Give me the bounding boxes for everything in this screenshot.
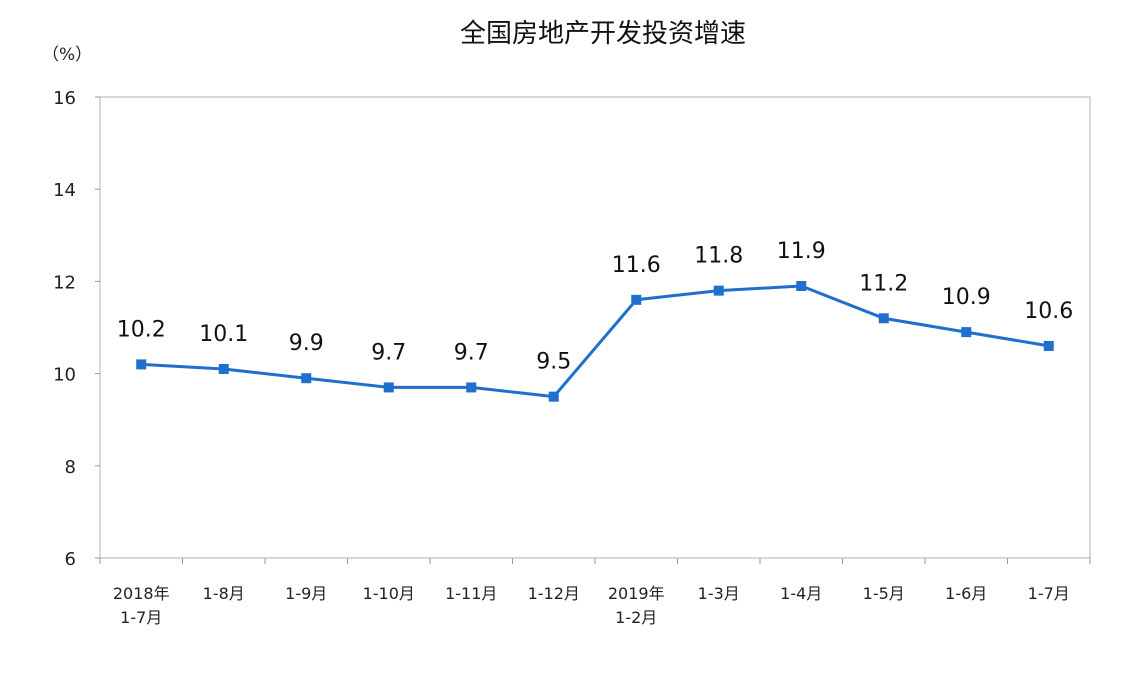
x-tick-label: 2018年 [113,584,170,603]
x-tick-label: 1-9月 [285,584,327,603]
data-label: 9.7 [371,340,406,365]
data-label: 11.2 [859,271,908,296]
data-label: 10.6 [1024,299,1073,324]
y-tick-label: 6 [65,549,76,570]
data-point-marker [961,327,972,338]
data-point-marker [713,285,724,296]
x-tick-label: 1-10月 [363,584,415,603]
data-point-marker [1043,340,1054,351]
data-point-marker [383,382,394,393]
y-axis-unit-label: （%） [42,45,92,65]
data-label: 11.8 [694,244,743,269]
data-point-marker [548,391,559,402]
x-tick-label: 1-11月 [445,584,497,603]
x-tick-label: 1-4月 [780,584,822,603]
data-point-marker [631,294,642,305]
y-tick-label: 8 [65,457,76,478]
y-tick-label: 12 [53,272,76,293]
x-tick-label: 1-7月 [1028,584,1070,603]
x-tick-label: 2019年 [608,584,665,603]
x-tick-label: 1-3月 [698,584,740,603]
data-point-marker [796,281,807,292]
data-point-marker [301,373,312,384]
x-tick-label: 1-7月 [120,608,162,627]
data-point-marker [878,313,889,324]
x-tick-label: 1-8月 [203,584,245,603]
x-tick-label: 1-12月 [528,584,580,603]
data-label: 11.9 [777,239,826,264]
y-tick-label: 10 [53,365,76,386]
x-tick-label: 1-2月 [615,608,657,627]
x-tick-label: 1-5月 [863,584,905,603]
data-label: 11.6 [612,253,661,278]
data-label: 9.5 [536,350,571,375]
data-point-marker [218,363,229,374]
data-label: 9.9 [289,331,324,356]
data-label: 10.1 [199,322,248,347]
data-point-marker [136,359,147,370]
data-label: 9.7 [454,340,489,365]
y-tick-label: 14 [53,180,76,201]
x-tick-label: 1-6月 [945,584,987,603]
y-tick-label: 16 [53,88,76,109]
data-label: 10.9 [942,285,991,310]
data-label: 10.2 [117,317,166,342]
data-point-marker [466,382,477,393]
chart-title: 全国房地产开发投资增速 [460,19,746,49]
series-line [141,284,1050,399]
